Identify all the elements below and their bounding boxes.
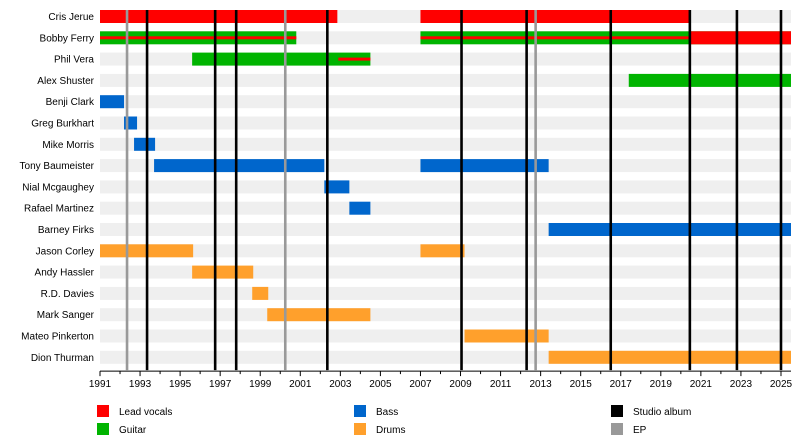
row-stripe — [100, 265, 791, 279]
bar-accent-vocals — [338, 57, 371, 61]
x-tick-label: 2017 — [610, 379, 633, 390]
x-tick-label: 2005 — [369, 379, 392, 390]
x-tick-label: 2011 — [490, 379, 512, 390]
bar-bass — [324, 180, 350, 194]
member-label: Mark Sanger — [37, 310, 95, 321]
legend-label: Guitar — [119, 425, 147, 436]
legend-swatch — [354, 423, 366, 435]
row-stripe — [100, 116, 791, 130]
legend-swatch — [354, 405, 366, 417]
member-label: Nial Mcgaughey — [22, 182, 94, 193]
member-label: Alex Shuster — [37, 76, 94, 87]
bar-vocals — [100, 10, 338, 23]
member-label: Andy Hassler — [35, 268, 95, 279]
row-stripe — [100, 95, 791, 109]
row-stripe — [100, 308, 791, 322]
x-tick-label: 2013 — [530, 379, 553, 390]
x-tick-label: 2019 — [650, 379, 673, 390]
member-label: Mike Morris — [42, 140, 94, 151]
bar-drums — [252, 286, 269, 300]
legend-swatch — [97, 405, 109, 417]
release-lines — [125, 10, 783, 371]
legend-label: Bass — [376, 407, 398, 418]
row-stripe — [100, 137, 791, 151]
member-label: Dion Thurman — [31, 353, 94, 364]
member-label: Barney Firks — [38, 225, 94, 236]
row-stripe — [100, 201, 791, 215]
x-tick-label: 2025 — [770, 379, 793, 390]
bar-vocals — [420, 10, 691, 23]
x-tick-label: 2021 — [690, 379, 713, 390]
legend: Lead vocals Guitar Bass Drums Studio album EP — [97, 405, 691, 436]
x-tick-label: 1993 — [129, 379, 152, 390]
member-label: Tony Baumeister — [20, 161, 95, 172]
x-tick-label: 1991 — [89, 379, 112, 390]
bar-bass — [548, 223, 791, 236]
bar-drums — [267, 308, 371, 322]
x-tick-label: 1999 — [249, 379, 272, 390]
bar-bass — [100, 95, 125, 109]
member-labels: Cris Jerue Bobby Ferry Phil Vera Alex Shust… — [20, 12, 95, 364]
x-axis: 1991 1993 1995 1997 1999 2001 2003 2005 2007 2009… — [89, 370, 793, 390]
row-stripe — [100, 286, 791, 300]
x-tick-label: 1997 — [209, 379, 232, 390]
member-label: Cris Jerue — [48, 12, 94, 23]
member-label: Benji Clark — [46, 97, 95, 108]
bar-bass — [134, 137, 156, 151]
x-tick-label: 2003 — [329, 379, 352, 390]
bar-bass — [154, 159, 325, 173]
legend-swatch — [611, 423, 623, 435]
x-tick-label: 2001 — [289, 379, 312, 390]
bar-accent-vocals — [420, 36, 691, 40]
bar-accent-vocals — [100, 36, 297, 40]
row-stripe — [100, 329, 791, 343]
x-tick-label: 2015 — [570, 379, 593, 390]
legend-swatch — [97, 423, 109, 435]
member-label: Jason Corley — [36, 246, 94, 257]
member-label: R.D. Davies — [41, 289, 94, 300]
bar-drums — [420, 244, 465, 258]
x-tick-label: 2007 — [409, 379, 432, 390]
legend-swatch — [611, 405, 623, 417]
member-label: Rafael Martinez — [24, 204, 94, 215]
row-stripe — [100, 73, 791, 87]
legend-label: Studio album — [633, 407, 691, 418]
bar-drums — [548, 350, 791, 364]
bar-vocals — [690, 31, 791, 45]
member-label: Phil Vera — [54, 55, 94, 66]
member-label: Bobby Ferry — [40, 33, 94, 44]
x-tick-label: 1995 — [169, 379, 192, 390]
member-label: Mateo Pinkerton — [21, 332, 94, 343]
bar-bass — [420, 159, 549, 173]
row-stripe — [100, 180, 791, 194]
member-label: Greg Burkhart — [31, 119, 94, 130]
bar-bass — [349, 201, 371, 215]
bar-drums — [192, 265, 254, 279]
x-tick-label: 2023 — [730, 379, 753, 390]
legend-label: EP — [633, 425, 647, 436]
bar-guitar — [628, 73, 791, 87]
x-tick-label: 2009 — [449, 379, 472, 390]
legend-label: Lead vocals — [119, 407, 172, 418]
legend-label: Drums — [376, 425, 405, 436]
